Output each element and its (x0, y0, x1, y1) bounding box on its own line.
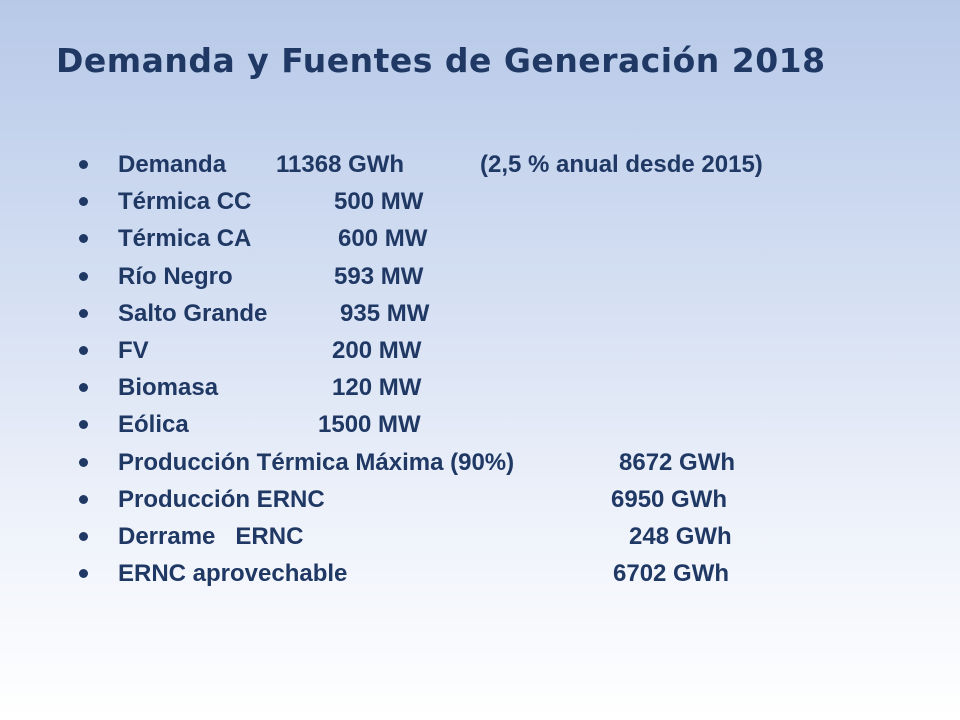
list-item-produccion-termica-maxima: Producción Térmica Máxima (90%) 8672 GWh (0, 444, 960, 481)
item-label: ERNC aprovechable (118, 560, 348, 588)
bullet-icon (78, 196, 89, 207)
bullet-icon (78, 457, 89, 468)
item-value: 935 MW (340, 299, 430, 327)
item-value: 11368 GWh (276, 151, 405, 178)
item-label: Salto Grande (118, 299, 268, 327)
bullet-icon (78, 382, 89, 393)
item-label: Producción ERNC (118, 485, 325, 513)
list-item-produccion-ernc: Producción ERNC 6950 GWh (0, 481, 960, 518)
slide-title: Demanda y Fuentes de Generación 2018 (56, 41, 826, 80)
list-item-termica-cc: Térmica CC 500 MW (0, 183, 960, 220)
item-value: 593 MW (334, 262, 424, 290)
item-note: (2,5 % anual desde 2015) (480, 151, 763, 178)
list-item-rio-negro: Río Negro 593 MW (0, 258, 960, 295)
item-label: Térmica CC (118, 188, 252, 216)
item-value: 200 MW (332, 336, 422, 364)
item-label: FV (118, 336, 149, 364)
list-item-eolica: Eólica 1500 MW (0, 406, 960, 443)
item-label: Biomasa (118, 374, 219, 402)
bullet-icon (78, 419, 89, 430)
item-label: Eólica (118, 411, 189, 439)
item-value: 8672 GWh (619, 448, 736, 476)
list-item-salto-grande: Salto Grande 935 MW (0, 295, 960, 332)
bullet-icon (78, 568, 89, 579)
list-item-derrame-ernc: Derrame ERNC 248 GWh (0, 518, 960, 555)
item-label: Demanda (118, 151, 227, 178)
item-value: 6950 GWh (611, 485, 728, 513)
item-value: 1500 MW (318, 411, 421, 439)
list-item-biomasa: Biomasa 120 MW (0, 369, 960, 406)
list-item-termica-ca: Térmica CA 600 MW (0, 220, 960, 257)
list-item-ernc-aprovechable: ERNC aprovechable 6702 GWh (0, 555, 960, 592)
item-label: Río Negro (118, 262, 233, 290)
bullet-icon (78, 271, 89, 282)
list-item-demanda: Demanda 11368 GWh (2,5 % anual desde 201… (0, 146, 960, 183)
item-value: 120 MW (332, 374, 422, 402)
item-label: Térmica CA (118, 225, 252, 253)
bullet-icon (78, 494, 89, 505)
item-value: 248 GWh (629, 522, 732, 550)
bullet-icon (78, 531, 89, 542)
item-label: Derrame ERNC (118, 522, 304, 550)
item-value: 500 MW (334, 188, 424, 216)
bullet-icon (78, 159, 89, 170)
bullet-icon (78, 345, 89, 356)
item-value: 600 MW (338, 225, 428, 253)
list-item-fv: FV 200 MW (0, 332, 960, 369)
item-value: 6702 GWh (613, 560, 730, 588)
item-label: Producción Térmica Máxima (90%) (118, 448, 515, 476)
bullet-icon (78, 308, 89, 319)
bullet-icon (78, 233, 89, 244)
bullet-list: Demanda 11368 GWh (2,5 % anual desde 201… (0, 146, 960, 592)
